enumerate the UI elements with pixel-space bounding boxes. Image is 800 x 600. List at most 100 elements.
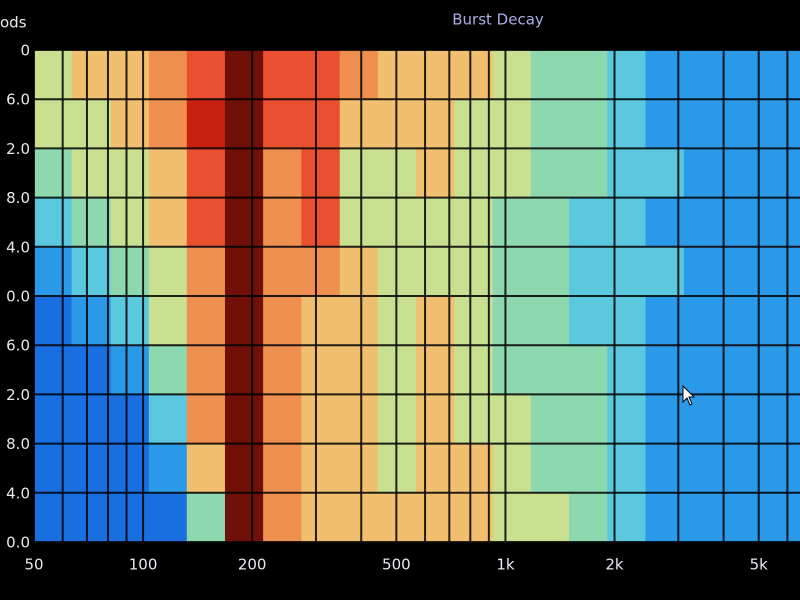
heat-cell — [530, 246, 570, 297]
heat-cell — [569, 296, 608, 346]
heat-cell — [492, 50, 532, 100]
heat-cell — [263, 246, 302, 297]
y-tick-label: 6.0 — [6, 91, 30, 109]
heat-cell — [569, 492, 608, 543]
heat-cell — [530, 50, 570, 100]
heat-cell — [492, 99, 532, 149]
heat-cell — [71, 50, 112, 100]
heat-cell — [339, 394, 379, 445]
heat-cell — [186, 394, 226, 445]
x-tick-label: 50 — [24, 556, 43, 574]
heat-cell — [569, 246, 608, 297]
heat-cell — [34, 296, 73, 346]
heat-cell — [339, 492, 379, 543]
x-tick-label: 200 — [238, 556, 267, 574]
heat-cell — [530, 99, 570, 149]
heat-cell — [722, 492, 761, 543]
heat-cell — [186, 492, 226, 543]
heat-cell — [683, 197, 723, 248]
y-tick-label: 0.0 — [6, 534, 30, 552]
y-tick-label: 6.0 — [6, 337, 30, 355]
heat-cell — [760, 99, 800, 149]
heat-cell — [34, 197, 73, 248]
heat-cell — [607, 246, 647, 297]
heat-cell — [607, 296, 647, 346]
heat-cell — [34, 246, 73, 297]
heat-cell — [148, 345, 188, 395]
heat-cell — [224, 197, 264, 248]
y-tick-label: 4.0 — [6, 238, 30, 256]
mouse-cursor — [682, 384, 696, 406]
heat-cell — [186, 197, 226, 248]
heat-cell — [607, 345, 647, 395]
heat-cell — [492, 443, 532, 494]
heat-cell — [71, 443, 112, 494]
heat-cell — [530, 394, 570, 445]
heat-cell — [530, 345, 570, 395]
heat-cell — [301, 99, 341, 149]
heat-cell — [34, 345, 73, 395]
heat-cell — [34, 492, 73, 543]
heat-cell — [224, 148, 264, 199]
heat-cell — [492, 345, 532, 395]
heat-cell — [71, 99, 112, 149]
x-tick-label: 2k — [605, 556, 624, 574]
heat-cell — [71, 492, 112, 543]
heat-cell — [71, 296, 112, 346]
heat-cell — [683, 99, 723, 149]
heat-cell — [301, 246, 341, 297]
heat-cell — [760, 492, 800, 543]
heat-cell — [722, 443, 761, 494]
heat-cell — [607, 443, 647, 494]
heat-cell — [492, 148, 532, 199]
chart-title: Burst Decay — [452, 11, 544, 29]
heat-cell — [224, 246, 264, 297]
heat-cell — [607, 148, 647, 199]
heat-cell — [722, 296, 761, 346]
y-tick-label: 0 — [20, 42, 30, 60]
heat-cell — [607, 99, 647, 149]
heat-cell — [569, 197, 608, 248]
heat-cell — [760, 345, 800, 395]
heat-cell — [492, 492, 532, 543]
heat-cell — [301, 50, 341, 100]
heat-cell — [492, 246, 532, 297]
heat-cell — [530, 197, 570, 248]
heat-cell — [224, 345, 264, 395]
heat-cell — [224, 99, 264, 149]
heat-cell — [569, 50, 608, 100]
heat-cell — [722, 246, 761, 297]
heat-cell — [569, 443, 608, 494]
heat-cell — [607, 394, 647, 445]
heat-cell — [760, 296, 800, 346]
heat-cell — [71, 394, 112, 445]
heat-cell — [454, 50, 494, 100]
heat-cell — [71, 148, 112, 199]
heat-cell — [722, 99, 761, 149]
heat-cell — [683, 492, 723, 543]
heat-cell — [34, 50, 73, 100]
heat-cell — [148, 50, 188, 100]
heat-cell — [224, 492, 264, 543]
heat-cell — [722, 148, 761, 199]
heat-cell — [263, 394, 302, 445]
heat-cell — [339, 50, 379, 100]
heat-cell — [454, 345, 494, 395]
heat-cell — [148, 492, 188, 543]
heat-cell — [71, 345, 112, 395]
y-tick-label: 2.0 — [6, 386, 30, 404]
heat-cell — [339, 246, 379, 297]
heat-cell — [760, 443, 800, 494]
heat-cell — [454, 246, 494, 297]
tick-labels: 0 6.0 2.0 8.0 4.0 0.0 6.0 2.0 8.0 4.0 0.0 50 100 200 5… — [6, 42, 768, 574]
heat-cell — [148, 197, 188, 248]
heat-cell — [569, 345, 608, 395]
heat-cell — [263, 492, 302, 543]
heat-cell — [454, 492, 494, 543]
heat-cell — [760, 50, 800, 100]
heat-cell — [148, 296, 188, 346]
heat-cell — [760, 197, 800, 248]
x-tick-label: 1k — [496, 556, 515, 574]
heat-cell — [34, 394, 73, 445]
heat-cell — [530, 296, 570, 346]
